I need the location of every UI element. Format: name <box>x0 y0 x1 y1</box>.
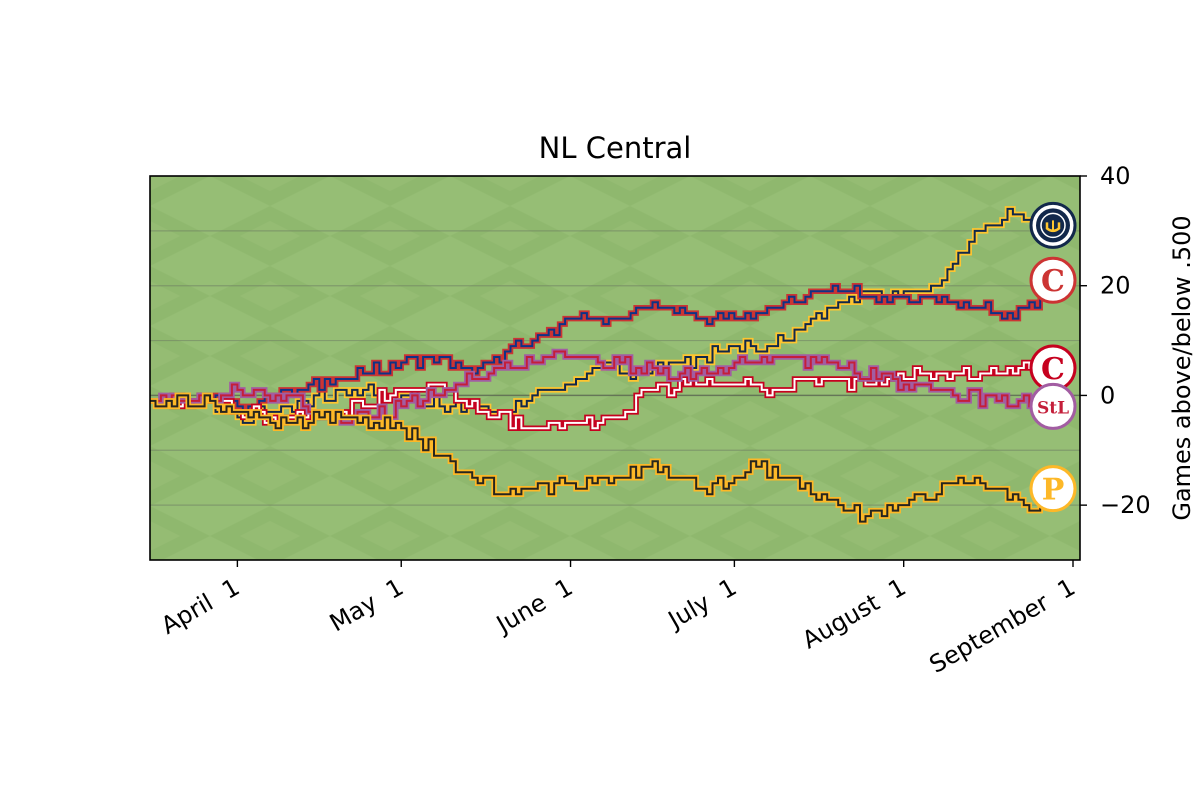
pirates-series <box>150 392 1054 525</box>
y-axis: 40 20 0 −20 <box>1080 162 1151 519</box>
x-tick-label: September 1 <box>925 573 1080 679</box>
y-axis-label: Games above/below .500 <box>1168 215 1196 520</box>
cardinals-logo: StL <box>1029 382 1077 430</box>
logo-letter: StL <box>1037 398 1069 418</box>
cardinals-series <box>150 348 1054 426</box>
logo-letter: C <box>1041 264 1065 299</box>
x-tick-label: April 1 <box>156 573 244 640</box>
y-tick-label: −20 <box>1100 491 1151 519</box>
brewers-logo <box>1029 201 1077 249</box>
x-axis: April 1 May 1 June 1 July 1 August 1 Septembe… <box>156 560 1080 679</box>
x-tick-label: June 1 <box>490 573 577 640</box>
cubs-series <box>150 280 1054 415</box>
reds-logo: C <box>1029 344 1077 392</box>
y-tick-label: 0 <box>1100 381 1115 409</box>
series-line-inner <box>150 350 1053 424</box>
series-line-inner <box>150 394 1053 523</box>
team-logos: C C StL P <box>1029 201 1077 513</box>
series-line-inner <box>150 280 1053 413</box>
y-tick-label: 40 <box>1100 162 1131 190</box>
pirates-logo: P <box>1029 465 1077 513</box>
series-line-inner <box>150 207 1053 424</box>
brewers-series <box>150 206 1054 426</box>
logo-letter: P <box>1042 473 1065 508</box>
logo-letter: C <box>1041 352 1065 387</box>
series-lines <box>150 206 1054 525</box>
cubs-logo: C <box>1029 256 1077 304</box>
x-tick-label: July 1 <box>662 573 742 635</box>
reds-series <box>150 359 1054 432</box>
x-tick-label: May 1 <box>325 573 408 637</box>
plot-frame <box>149 175 1081 561</box>
x-tick-label: August 1 <box>798 573 911 655</box>
series-line-inner <box>150 361 1053 430</box>
y-tick-label: 20 <box>1100 272 1131 300</box>
chart-title: NL Central <box>539 131 692 165</box>
